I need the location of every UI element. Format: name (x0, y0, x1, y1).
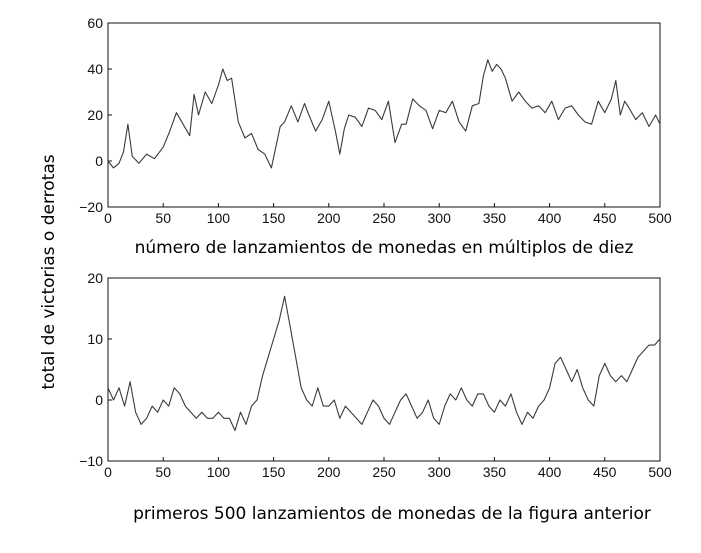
bottom-x-tick-label: 50 (155, 464, 171, 480)
bottom-x-tick-label: 300 (428, 464, 452, 480)
top-x-axis-label: número de lanzamientos de monedas en múl… (135, 238, 634, 258)
top-x-tick-label: 0 (104, 210, 112, 226)
top-x-tick-label: 400 (538, 210, 562, 226)
top-y-tick-label: 60 (87, 15, 103, 31)
bottom-x-ticks: 0 50 100 150 200 250 300 350 400 450 500 (104, 457, 672, 480)
bottom-y-tick-label: 0 (95, 392, 103, 408)
top-x-tick-label: 250 (372, 210, 396, 226)
bottom-y-tick-label: −10 (79, 453, 103, 469)
bottom-x-tick-label: 500 (648, 464, 672, 480)
top-x-tick-label: 200 (317, 210, 341, 226)
bottom-series-line (107, 295, 661, 432)
top-series-line (107, 59, 661, 169)
top-y-tick-label: −20 (79, 199, 103, 215)
top-x-tick-label: 100 (207, 210, 231, 226)
bottom-x-tick-label: 450 (593, 464, 617, 480)
top-x-ticks: 0 50 100 150 200 250 300 350 400 450 500 (104, 203, 672, 226)
top-chart: 0 50 100 150 200 250 300 350 400 450 500 −20020406… (79, 15, 672, 258)
bottom-x-tick-label: 150 (262, 464, 286, 480)
top-x-tick-label: 50 (155, 210, 171, 226)
top-y-tick-label: 40 (87, 61, 103, 77)
top-x-tick-label: 150 (262, 210, 286, 226)
bottom-x-axis-label: primeros 500 lanzamientos de monedas de … (133, 504, 651, 524)
bottom-x-tick-label: 200 (317, 464, 341, 480)
shared-y-axis-label: total de victorias o derrotas (39, 154, 59, 389)
top-x-tick-label: 300 (428, 210, 452, 226)
bottom-x-tick-label: 350 (483, 464, 507, 480)
bottom-x-tick-label: 0 (104, 464, 112, 480)
bottom-y-tick-label: 10 (87, 331, 103, 347)
top-x-tick-label: 350 (483, 210, 507, 226)
bottom-y-tick-label: 20 (87, 270, 103, 286)
top-y-tick-label: 20 (87, 107, 103, 123)
bottom-x-tick-label: 250 (372, 464, 396, 480)
bottom-x-tick-label: 100 (207, 464, 231, 480)
bottom-chart: 0 50 100 150 200 250 300 350 400 450 500 −1001020 … (79, 270, 672, 524)
top-x-tick-label: 500 (648, 210, 672, 226)
top-x-tick-label: 450 (593, 210, 617, 226)
bottom-y-ticks: −10 0 10 20 (79, 270, 112, 469)
top-y-tick-label: 0 (95, 153, 103, 169)
bottom-x-tick-label: 400 (538, 464, 562, 480)
top-y-ticks: −20 0 20 40 60 (79, 15, 112, 215)
